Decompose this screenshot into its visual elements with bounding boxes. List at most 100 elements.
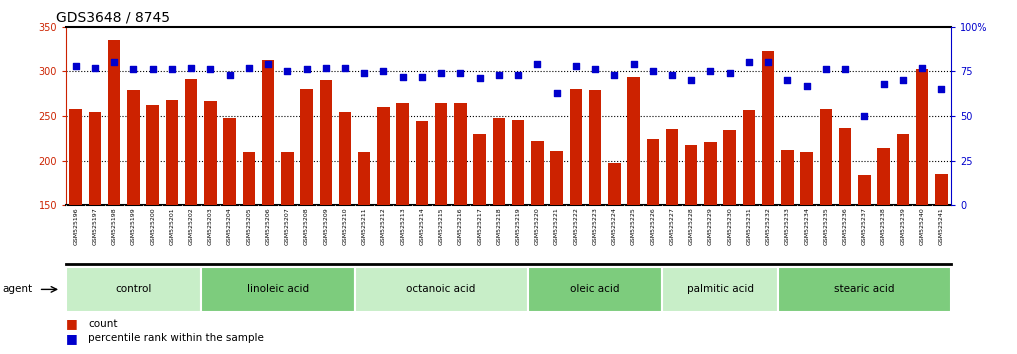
Text: count: count — [88, 319, 118, 329]
Text: GSM525206: GSM525206 — [265, 207, 271, 245]
Bar — [820, 109, 832, 339]
Bar — [647, 139, 659, 339]
Bar — [358, 152, 370, 339]
Text: GSM525197: GSM525197 — [93, 207, 98, 245]
Bar — [281, 152, 294, 339]
Point — [453, 70, 469, 76]
Text: GSM525239: GSM525239 — [900, 207, 905, 245]
Text: GSM525222: GSM525222 — [574, 207, 579, 245]
Text: percentile rank within the sample: percentile rank within the sample — [88, 333, 264, 343]
Bar — [166, 100, 178, 339]
Bar — [878, 148, 890, 339]
Point — [683, 77, 700, 83]
Text: GSM525216: GSM525216 — [458, 207, 463, 245]
Bar — [88, 112, 102, 339]
Point — [645, 68, 661, 74]
Bar — [662, 267, 778, 312]
Text: GSM525226: GSM525226 — [650, 207, 655, 245]
Text: GSM525198: GSM525198 — [112, 207, 117, 245]
Bar — [704, 142, 717, 339]
Bar — [185, 79, 197, 339]
Text: GSM525205: GSM525205 — [246, 207, 251, 245]
Bar — [108, 40, 120, 339]
Point — [837, 67, 853, 72]
Bar — [261, 59, 275, 339]
Bar — [839, 129, 851, 339]
Text: GSM525220: GSM525220 — [535, 207, 540, 245]
Text: GSM525223: GSM525223 — [593, 207, 598, 245]
Bar — [397, 103, 409, 339]
Point — [356, 70, 372, 76]
Bar — [608, 163, 620, 339]
Bar — [339, 112, 351, 339]
Bar — [69, 109, 82, 339]
Bar — [416, 121, 428, 339]
Bar — [531, 141, 544, 339]
Point — [183, 65, 199, 70]
Text: GSM525237: GSM525237 — [861, 207, 866, 245]
Bar — [627, 78, 640, 339]
Point — [760, 59, 776, 65]
Bar — [377, 107, 390, 339]
Bar — [781, 150, 793, 339]
Point — [722, 70, 738, 76]
Text: control: control — [115, 284, 152, 295]
Text: agent: agent — [2, 284, 33, 295]
Text: GSM525218: GSM525218 — [496, 207, 501, 245]
Point — [86, 65, 103, 70]
Text: GSM525199: GSM525199 — [131, 207, 136, 245]
Text: GSM525213: GSM525213 — [401, 207, 405, 245]
Bar — [435, 103, 447, 339]
Text: linoleic acid: linoleic acid — [247, 284, 309, 295]
Bar — [200, 267, 355, 312]
Point — [510, 72, 526, 78]
Text: GSM525201: GSM525201 — [170, 207, 174, 245]
Text: GSM525236: GSM525236 — [843, 207, 847, 245]
Point — [625, 61, 642, 67]
Point — [279, 68, 296, 74]
Point — [491, 72, 507, 78]
Point — [125, 67, 141, 72]
Bar — [300, 89, 313, 339]
Text: GSM525241: GSM525241 — [939, 207, 944, 245]
Text: GSM525208: GSM525208 — [304, 207, 309, 245]
Text: GSM525229: GSM525229 — [708, 207, 713, 245]
Text: GSM525233: GSM525233 — [785, 207, 790, 245]
Text: GSM525228: GSM525228 — [689, 207, 694, 245]
Point — [779, 77, 795, 83]
Bar — [66, 267, 200, 312]
Text: GSM525240: GSM525240 — [919, 207, 924, 245]
Point — [260, 61, 277, 67]
Text: octanoic acid: octanoic acid — [407, 284, 476, 295]
Bar — [858, 175, 871, 339]
Bar — [146, 105, 159, 339]
Bar — [550, 151, 562, 339]
Text: GSM525215: GSM525215 — [438, 207, 443, 245]
Text: GSM525217: GSM525217 — [477, 207, 482, 245]
Point — [740, 59, 757, 65]
Point — [164, 67, 180, 72]
Point — [664, 72, 680, 78]
Bar — [319, 80, 332, 339]
Point — [914, 65, 931, 70]
Text: GSM525227: GSM525227 — [669, 207, 674, 245]
Point — [241, 65, 257, 70]
Text: GSM525238: GSM525238 — [881, 207, 886, 245]
Text: GSM525212: GSM525212 — [381, 207, 386, 245]
Text: palmitic acid: palmitic acid — [686, 284, 754, 295]
Point — [703, 68, 719, 74]
Point — [472, 75, 488, 81]
Text: GSM525209: GSM525209 — [323, 207, 328, 245]
Text: GSM525219: GSM525219 — [516, 207, 521, 245]
Text: GSM525204: GSM525204 — [227, 207, 232, 245]
Point — [548, 90, 564, 96]
Bar — [935, 174, 948, 339]
Bar — [897, 134, 909, 339]
Point — [798, 83, 815, 88]
Text: stearic acid: stearic acid — [834, 284, 895, 295]
Bar — [127, 90, 139, 339]
Point — [67, 63, 83, 69]
Bar — [762, 51, 774, 339]
Bar — [666, 129, 678, 339]
Point — [106, 59, 122, 65]
